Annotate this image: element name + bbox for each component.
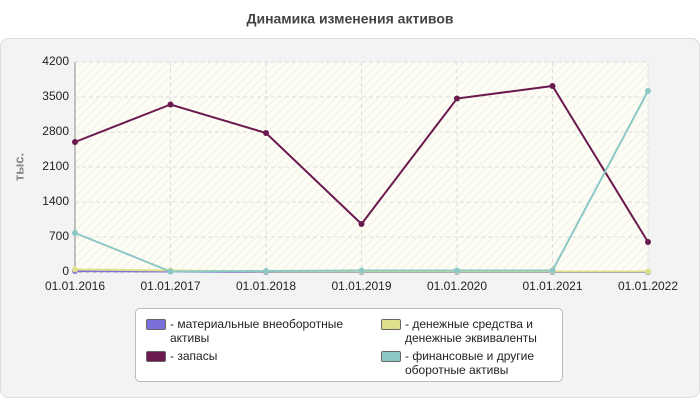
- legend-swatch: [146, 351, 166, 362]
- legend-item: материальные внеоборотные активы: [146, 317, 381, 347]
- chart-title: Динамика изменения активов: [246, 11, 453, 27]
- data-point: [358, 221, 365, 227]
- x-tick-label: 01.01.2020: [427, 279, 487, 293]
- legend-item: запасы: [146, 349, 381, 379]
- data-point: [549, 267, 556, 274]
- y-tick-label: 3500: [42, 89, 69, 103]
- data-point: [167, 268, 174, 275]
- x-tick-label: 01.01.2022: [618, 279, 678, 293]
- data-point: [454, 95, 460, 102]
- y-tick-label: 0: [62, 264, 69, 278]
- x-tick-label: 01.01.2019: [331, 279, 391, 293]
- data-point: [72, 139, 78, 145]
- legend-label: материальные внеоборотные активы: [170, 317, 381, 345]
- y-tick-label: 4200: [42, 54, 69, 68]
- legend-label: финансовые и другие оборотные активы: [405, 349, 566, 377]
- legend-item: финансовые и другие оборотные активы: [381, 349, 566, 379]
- data-point: [72, 266, 78, 273]
- x-tick-label: 01.01.2016: [45, 279, 105, 293]
- y-tick-label: 1400: [42, 194, 69, 208]
- y-axis-label: тыс.: [11, 153, 26, 181]
- data-point: [358, 267, 365, 274]
- data-point: [454, 267, 460, 274]
- legend-label: запасы: [170, 349, 217, 363]
- y-tick-label: 700: [49, 229, 69, 243]
- x-tick-label: 01.01.2017: [140, 279, 200, 293]
- data-point: [645, 268, 651, 275]
- y-tick-label: 2100: [42, 159, 69, 173]
- legend-swatch: [381, 319, 401, 330]
- y-tick-label: 2800: [42, 124, 69, 138]
- data-point: [72, 230, 78, 236]
- legend: материальные внеоборотные активы запасы де…: [135, 308, 563, 382]
- data-point: [645, 88, 651, 94]
- legend-item: денежные средства и денежные эквиваленты: [381, 317, 566, 347]
- data-point: [263, 130, 269, 136]
- x-tick-label: 01.01.2018: [236, 279, 296, 293]
- x-tick-label: 01.01.2021: [522, 279, 582, 293]
- legend-label: денежные средства и денежные эквиваленты: [405, 317, 566, 345]
- legend-swatch: [381, 351, 401, 362]
- data-point: [645, 239, 651, 245]
- legend-swatch: [146, 319, 166, 330]
- data-point: [167, 101, 174, 108]
- data-point: [549, 83, 556, 89]
- data-point: [263, 268, 269, 274]
